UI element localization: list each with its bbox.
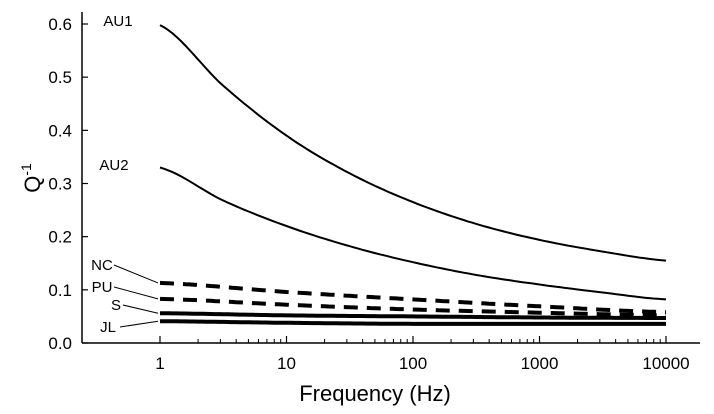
y-tick-label: 0.1 [48, 281, 72, 300]
x-axis-title: Frequency (Hz) [299, 381, 451, 406]
series-line-pu [159, 296, 667, 318]
x-tick-label: 10000 [642, 354, 689, 373]
y-tick-label: 0.6 [48, 15, 72, 34]
y-tick-label: 0.3 [48, 175, 72, 194]
y-tick-label: 0.0 [48, 334, 72, 353]
series-label-nc: NC [91, 257, 113, 274]
x-tick-label: 1000 [521, 354, 559, 373]
series-line-s [159, 311, 666, 320]
series-label-jl: JL [100, 319, 116, 336]
ticks: 0.0 0.1 0.2 0.3 0.4 0.5 0.6 1 10 100 1000 10000 [48, 15, 689, 373]
series-labels: AU1 AU2 NC PUS JL [91, 13, 159, 336]
series-label-au2: AU2 [99, 157, 128, 174]
series-line-nc [159, 280, 667, 315]
series-line-jl [160, 319, 666, 326]
label-leader-pu [113, 286, 159, 300]
series-line-au2 [159, 166, 667, 301]
x-tick-label: 1 [155, 354, 164, 373]
axes [81, 12, 700, 344]
series-lines [159, 24, 667, 326]
x-tick-label: 10 [277, 354, 296, 373]
y-tick-label: 0.5 [48, 68, 72, 87]
series-label-au1: AU1 [103, 13, 132, 30]
series-label-pu: PU [92, 279, 113, 296]
series-label-s: S [111, 297, 121, 314]
series-line-au1 [159, 24, 667, 262]
label-leader-s [122, 304, 159, 314]
y-axis-title: Q-1 [18, 163, 45, 193]
x-tick-label: 100 [399, 354, 427, 373]
label-leader-jl [119, 320, 159, 328]
y-tick-label: 0.2 [48, 228, 72, 247]
label-leader-nc [113, 264, 159, 284]
y-tick-label: 0.4 [48, 121, 72, 140]
